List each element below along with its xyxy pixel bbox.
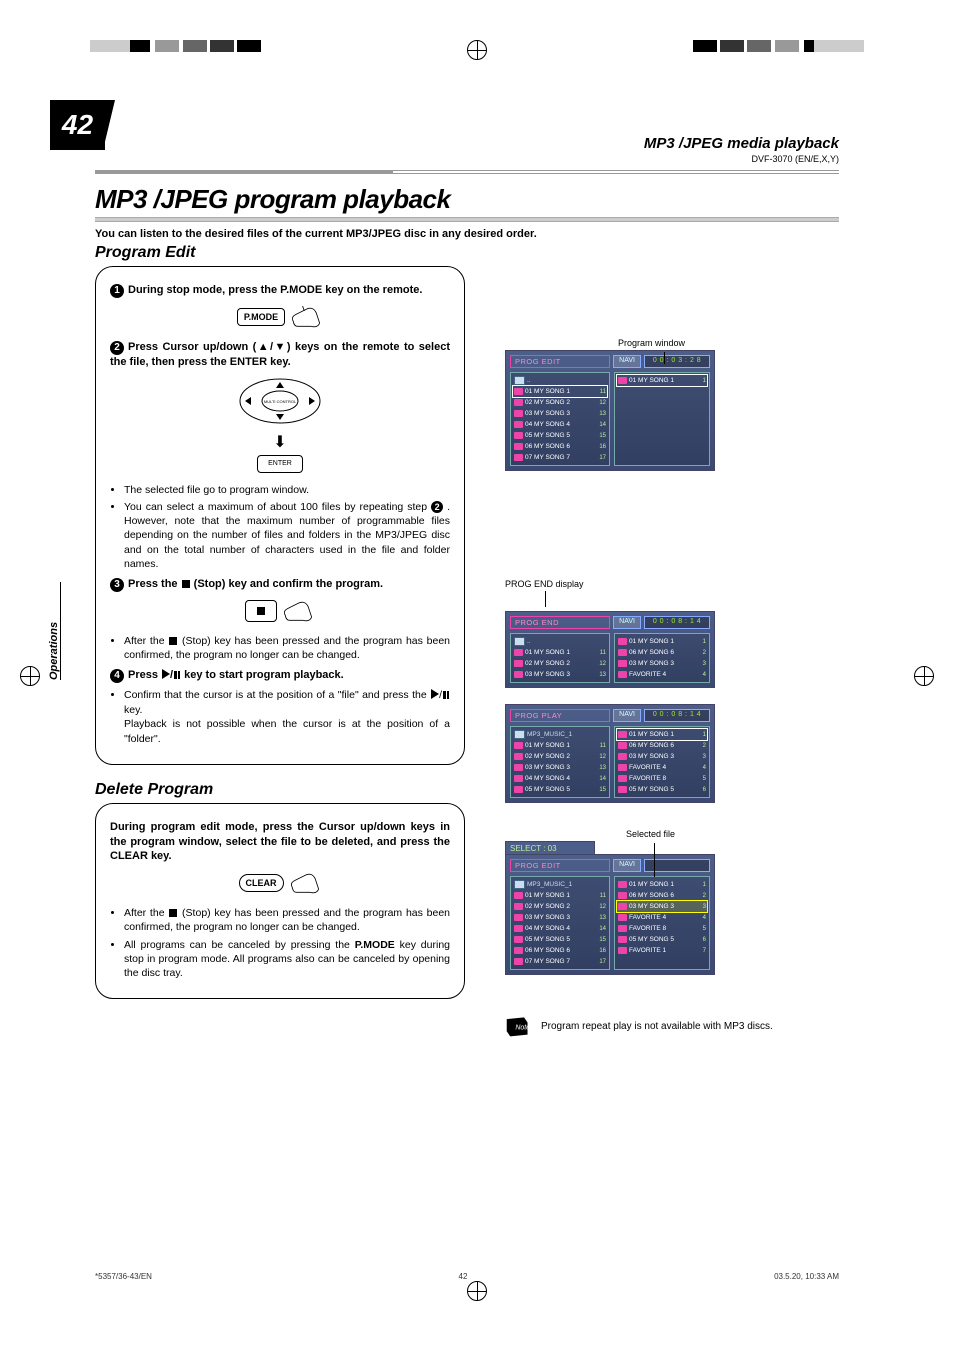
title-rule bbox=[95, 217, 839, 222]
pause-icon bbox=[173, 669, 180, 684]
delete-program-heading: Delete Program bbox=[95, 781, 465, 799]
step1-head: 1During stop mode, press the P.MODE key … bbox=[110, 283, 450, 298]
pmode-key: P.MODE bbox=[237, 308, 285, 326]
main-title: MP3 /JPEG program playback bbox=[95, 184, 839, 215]
side-label: Operations bbox=[48, 582, 61, 680]
prog-end-osd: PROG ENDNAVI0 0 : 0 8 : 1 4..01 MY SONG … bbox=[505, 611, 715, 688]
delete-main: During program edit mode, press the Curs… bbox=[110, 820, 450, 865]
prog-end-caption: PROG END display bbox=[505, 579, 839, 589]
cursor-pad-icon: MULTI CONTROL bbox=[235, 376, 325, 426]
step4-bullet1: Confirm that the cursor is at the positi… bbox=[124, 688, 450, 746]
stop-icon bbox=[182, 580, 190, 588]
stop-illustration bbox=[110, 598, 450, 624]
stop-key bbox=[245, 600, 277, 622]
step3-num: 3 bbox=[110, 578, 124, 592]
step2-bullet1: The selected file go to program window. bbox=[124, 483, 450, 497]
model-code: DVF-3070 (EN/E,X,Y) bbox=[644, 154, 839, 164]
play-icon bbox=[162, 669, 170, 679]
registration-bottom bbox=[0, 1281, 954, 1301]
note-text: Program repeat play is not available wit… bbox=[541, 1021, 773, 1032]
header-right: MP3 /JPEG media playback DVF-3070 (EN/E,… bbox=[644, 135, 839, 164]
step4-num: 4 bbox=[110, 669, 124, 683]
selected-file-caption: Selected file bbox=[505, 829, 715, 839]
step4-head: 4Press / key to start program playback. bbox=[110, 668, 450, 684]
footer-right: 03.5.20, 10:33 AM bbox=[774, 1272, 839, 1281]
section-title: MP3 /JPEG media playback bbox=[644, 135, 839, 152]
step2-num: 2 bbox=[110, 341, 124, 355]
registration-top bbox=[0, 40, 954, 60]
note-row: Note Program repeat play is not availabl… bbox=[505, 1015, 839, 1037]
cursor-illustration: MULTI CONTROL ⬇ ENTER bbox=[110, 376, 450, 473]
hand-icon bbox=[288, 870, 322, 896]
step3-bullet1: After the (Stop) key has been pressed an… bbox=[124, 634, 450, 662]
footer: *5357/36-43/EN 42 03.5.20, 10:33 AM bbox=[95, 1272, 839, 1281]
registration-right bbox=[914, 666, 934, 686]
clear-key: CLEAR bbox=[239, 874, 284, 892]
intro-text: You can listen to the desired files of t… bbox=[95, 228, 839, 240]
selected-file-group: Selected file SELECT : 03 PROG EDITNAVI … bbox=[505, 829, 839, 975]
program-edit-box: 1During stop mode, press the P.MODE key … bbox=[95, 266, 465, 765]
step2-head: 2Press Cursor up/down (▲/▼) keys on the … bbox=[110, 340, 450, 370]
delete-bullet1: After the (Stop) key has been pressed an… bbox=[124, 906, 450, 934]
down-arrow-icon: ⬇ bbox=[273, 432, 286, 454]
hand-icon bbox=[289, 304, 323, 330]
clear-illustration: CLEAR bbox=[110, 870, 450, 896]
hand-icon bbox=[281, 598, 315, 624]
prog-edit-osd: PROG EDITNAVI0 0 : 0 3 : 2 8..01 MY SONG… bbox=[505, 350, 715, 471]
page-number-tab: 42 bbox=[50, 100, 105, 150]
step1-num: 1 bbox=[110, 284, 124, 298]
delete-bullet2: All programs can be canceled by pressing… bbox=[124, 938, 450, 981]
step2-bullet2: You can select a maximum of about 100 fi… bbox=[124, 500, 450, 571]
step3-head: 3Press the (Stop) key and confirm the pr… bbox=[110, 577, 450, 592]
prog-edit2-osd: PROG EDITNAVI MP3_MUSIC_101 MY SONG 1110… bbox=[505, 854, 715, 975]
enter-key: ENTER bbox=[257, 455, 303, 472]
pmode-illustration: P.MODE bbox=[110, 304, 450, 330]
header-rule bbox=[95, 170, 839, 174]
program-edit-heading: Program Edit bbox=[95, 244, 839, 262]
program-window-group: Program window PROG EDITNAVI0 0 : 0 3 : … bbox=[505, 338, 839, 471]
registration-left bbox=[20, 666, 40, 686]
footer-left: *5357/36-43/EN bbox=[95, 1272, 152, 1281]
delete-program-box: During program edit mode, press the Curs… bbox=[95, 803, 465, 999]
program-window-caption: Program window bbox=[505, 338, 715, 348]
svg-text:MULTI CONTROL: MULTI CONTROL bbox=[264, 399, 297, 404]
select-banner: SELECT : 03 bbox=[505, 841, 595, 855]
prog-end-group: PROG END display PROG ENDNAVI0 0 : 0 8 :… bbox=[505, 579, 839, 803]
prog-play-osd: PROG PLAYNAVI0 0 : 0 8 : 1 4MP3_MUSIC_10… bbox=[505, 704, 715, 803]
note-icon: Note bbox=[505, 1015, 531, 1037]
footer-center: 42 bbox=[459, 1272, 468, 1281]
svg-text:Note: Note bbox=[515, 1024, 530, 1031]
